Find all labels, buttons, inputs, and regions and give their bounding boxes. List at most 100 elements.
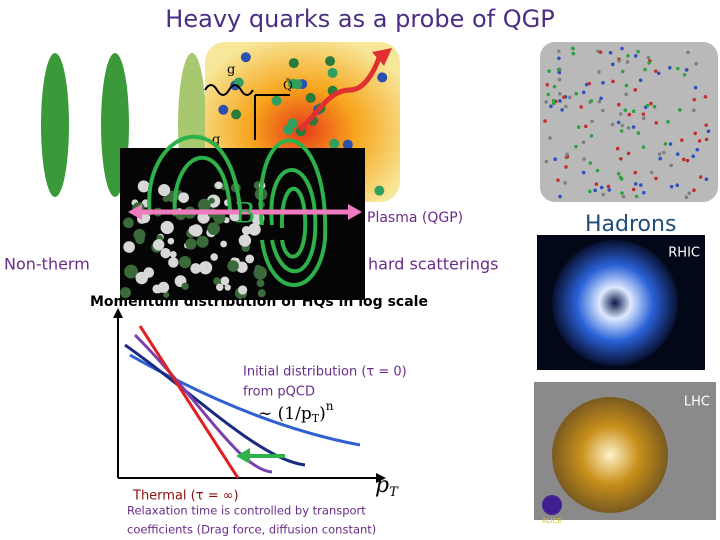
dot — [325, 56, 336, 67]
dot — [557, 56, 561, 61]
dot — [653, 69, 658, 73]
gluon-label: g — [212, 133, 220, 148]
dot — [661, 150, 666, 155]
plasma-label: Plasma (QGP) — [367, 210, 463, 226]
dot — [548, 136, 552, 140]
dot — [556, 178, 560, 182]
dot — [682, 72, 687, 77]
dot — [377, 72, 388, 83]
dot — [706, 129, 711, 134]
dot — [643, 67, 647, 72]
dot — [558, 99, 562, 103]
dot — [654, 121, 659, 125]
dot — [620, 69, 625, 74]
dot — [641, 145, 646, 149]
dot — [565, 152, 569, 157]
thermal-label: Thermal (τ = ∞) — [132, 489, 239, 504]
dot — [558, 91, 562, 96]
dot — [120, 287, 132, 299]
alice-logo — [542, 495, 562, 515]
dot — [305, 92, 316, 103]
rhic-label: RHIC — [668, 246, 700, 261]
dot — [560, 108, 564, 112]
dot — [160, 247, 171, 259]
dot — [185, 238, 197, 250]
dot — [588, 189, 592, 194]
dot — [558, 194, 562, 199]
arrow-head — [372, 48, 392, 66]
dot — [160, 220, 174, 235]
dot — [227, 260, 239, 272]
dot — [547, 69, 551, 73]
x-axis-label: pT — [375, 473, 399, 500]
dot — [213, 277, 221, 286]
dot — [657, 152, 662, 156]
dot — [620, 191, 624, 195]
dot — [615, 146, 620, 151]
field-loops — [147, 134, 328, 287]
dot — [601, 80, 605, 85]
dot — [626, 126, 631, 130]
dot — [599, 96, 603, 101]
dot — [621, 194, 626, 199]
dot — [207, 222, 221, 235]
dot — [663, 142, 668, 146]
dot — [684, 195, 689, 200]
dot — [556, 49, 561, 53]
dot — [288, 58, 299, 69]
dot — [567, 95, 572, 100]
dot — [645, 103, 650, 108]
feynman-lines — [204, 84, 290, 140]
dot — [197, 198, 211, 212]
dot — [238, 234, 252, 247]
dot — [557, 70, 562, 75]
dot — [618, 175, 623, 180]
gluon-label: g — [227, 63, 235, 78]
dot — [607, 188, 612, 192]
dot — [669, 184, 674, 189]
dot — [571, 51, 576, 56]
dot — [685, 158, 690, 163]
formula-sup: n — [326, 399, 334, 413]
dot — [641, 116, 646, 121]
formula-sub: T — [312, 412, 320, 425]
dot — [594, 182, 599, 186]
dot — [579, 105, 583, 109]
dot — [631, 187, 636, 192]
dot — [123, 217, 134, 229]
dot — [545, 83, 550, 87]
dot — [292, 79, 303, 90]
quark-track — [298, 54, 383, 132]
dot — [691, 154, 696, 159]
dot — [704, 137, 709, 142]
dot — [624, 83, 629, 88]
dot — [135, 271, 148, 285]
dot — [676, 66, 680, 71]
dot — [549, 104, 553, 109]
dot — [571, 46, 575, 51]
dot — [581, 140, 586, 144]
dot — [633, 54, 638, 58]
plot-axes — [117, 312, 382, 479]
dot — [557, 77, 562, 82]
dot — [617, 59, 621, 63]
dot — [620, 123, 625, 128]
plot-title: Momentum distribution of HQs in log scal… — [90, 294, 428, 310]
dot — [626, 54, 630, 58]
dot — [611, 79, 615, 84]
dot — [245, 254, 255, 264]
dot — [582, 157, 586, 161]
dot — [214, 181, 223, 190]
dot — [693, 85, 698, 90]
dot — [581, 170, 586, 175]
dot — [666, 120, 670, 124]
dot — [546, 92, 551, 97]
dot — [137, 180, 150, 193]
dot — [633, 88, 637, 92]
dot — [623, 108, 628, 112]
dot — [158, 281, 170, 293]
dot — [123, 241, 135, 253]
dot — [563, 181, 568, 185]
dot — [608, 50, 613, 55]
